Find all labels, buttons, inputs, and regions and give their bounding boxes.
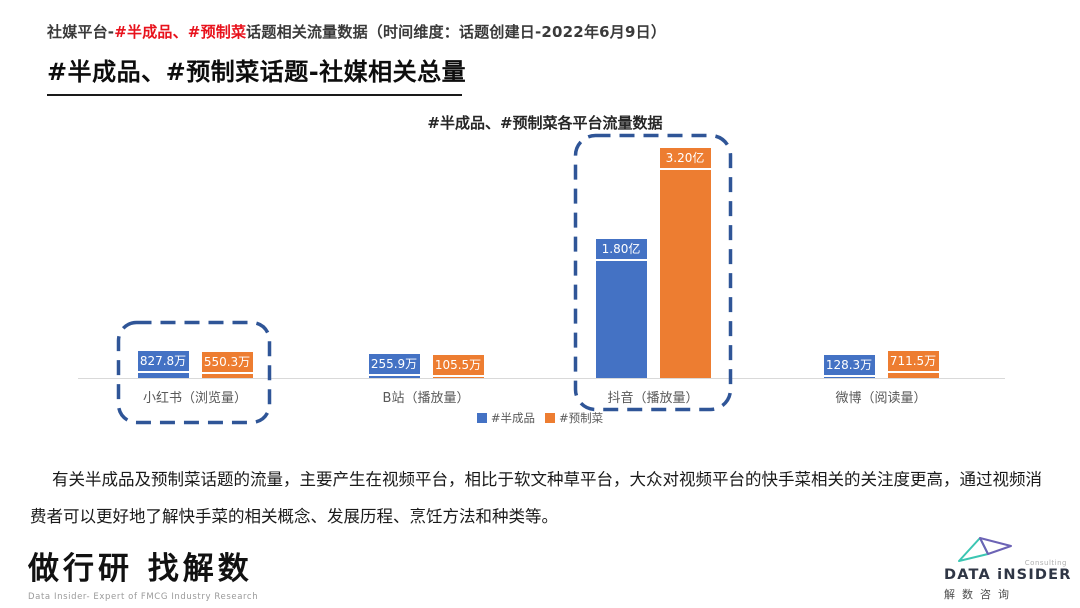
- bar-#半成品-抖音（播放量）: [595, 261, 647, 378]
- x-axis-label: 微博（阅读量）: [835, 391, 927, 406]
- kicker-highlight: #半成品、#预制菜: [114, 23, 247, 41]
- bar-value-label: 128.3万: [823, 355, 875, 375]
- chart-legend: #半成品 #预制菜: [430, 410, 650, 426]
- kicker-prefix: 社媒平台-: [47, 23, 115, 41]
- x-axis-label: 抖音（播放量）: [607, 391, 699, 406]
- chart-title: #半成品、#预制菜各平台流量数据: [427, 114, 663, 132]
- legend-item-#半成品: #半成品: [476, 410, 535, 426]
- bowtie-logo-icon: [958, 537, 1012, 562]
- bar-value-label: 255.9万: [368, 354, 420, 374]
- data-insider-cn-logo: 做行研 找解数 Data Insider- Expert of FMCG Ind…: [28, 543, 258, 602]
- legend-label: #半成品: [490, 411, 535, 425]
- bar-value-label: 3.20亿: [659, 148, 711, 168]
- legend-swatch: [545, 413, 555, 423]
- bar-#预制菜-B站（播放量）: [432, 377, 484, 378]
- x-axis-label: 小红书（浏览量）: [142, 391, 247, 406]
- logo-slogan: 做行研 找解数: [28, 551, 253, 587]
- bar-value-label: 711.5万: [887, 351, 939, 371]
- bar-#预制菜-小红书（浏览量）: [201, 374, 253, 378]
- brand-name-cn: 解数咨询: [944, 588, 1016, 601]
- bar-value-label: 105.5万: [432, 355, 484, 375]
- logo-tagline: Data Insider- Expert of FMCG Industry Re…: [28, 592, 259, 602]
- bar-#预制菜-抖音（播放量）: [659, 170, 711, 378]
- slide-kicker: 社媒平台-#半成品、#预制菜话题相关流量数据（时间维度：话题创建日-2022年6…: [47, 21, 666, 42]
- bar-#预制菜-微博（阅读量）: [887, 373, 939, 378]
- legend-label: #预制菜: [559, 411, 604, 425]
- legend-item-#预制菜: #预制菜: [545, 410, 603, 426]
- data-insider-logo: Consulting DATA iNSIDER 解数咨询: [944, 533, 1072, 602]
- bar-#半成品-小红书（浏览量）: [137, 373, 189, 378]
- bar-value-label: 550.3万: [201, 352, 253, 372]
- consulting-label: Consulting: [1024, 559, 1067, 567]
- bar-#半成品-B站（播放量）: [368, 376, 420, 378]
- x-axis-label: B站（播放量）: [382, 391, 470, 406]
- title-underline: [47, 94, 462, 96]
- analysis-text: 有关半成品及预制菜话题的流量，主要产生在视频平台，相比于软文种草平台，大众对视频…: [30, 470, 1042, 526]
- brand-name: DATA iNSIDER: [944, 567, 1072, 583]
- bar-#半成品-微博（阅读量）: [823, 377, 875, 378]
- bar-value-label: 1.80亿: [595, 239, 647, 259]
- page-title: #半成品、#预制菜话题-社媒相关总量: [47, 58, 467, 86]
- bar-value-label: 827.8万: [137, 351, 189, 371]
- kicker-suffix: 话题相关流量数据（时间维度：话题创建日-2022年6月9日）: [246, 23, 667, 41]
- x-axis-line: [78, 378, 1005, 379]
- legend-swatch: [476, 413, 487, 423]
